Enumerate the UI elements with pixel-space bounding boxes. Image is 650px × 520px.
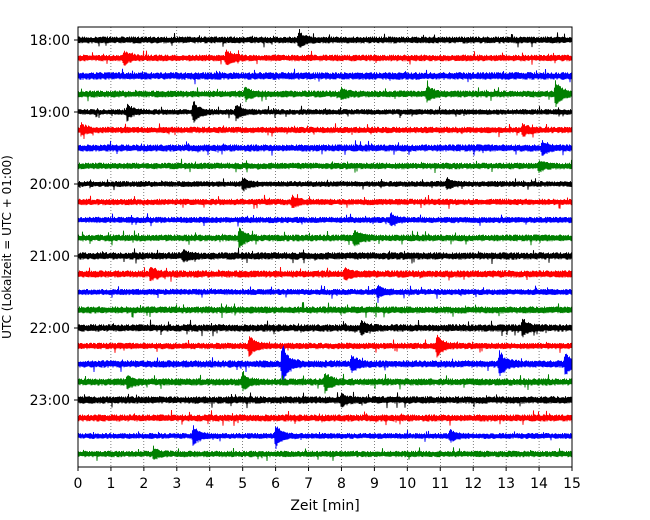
trace-1915 <box>77 122 573 139</box>
y-axis-ticks: 18:00 19:00 20:00 21:00 22:00 23:00 <box>30 33 78 409</box>
x-tick-label: 10 <box>398 476 416 492</box>
x-tick-label: 3 <box>172 476 181 492</box>
y-tick-label: 22:00 <box>30 321 70 337</box>
trace-2330 <box>77 425 573 450</box>
trace-2030 <box>77 212 573 227</box>
x-tick-label: 11 <box>431 476 449 492</box>
trace-1800 <box>77 29 573 48</box>
trace-2315 <box>77 410 573 426</box>
trace-2300 <box>77 391 573 409</box>
trace-2245 <box>77 371 573 394</box>
trace-2015 <box>77 194 573 209</box>
x-tick-label: 8 <box>337 476 346 492</box>
x-tick-label: 13 <box>497 476 515 492</box>
seismic-traces <box>77 29 573 461</box>
y-tick-label: 20:00 <box>30 177 70 193</box>
x-tick-label: 1 <box>106 476 115 492</box>
x-tick-label: 6 <box>271 476 280 492</box>
trace-2345 <box>77 445 573 461</box>
y-tick-label: 23:00 <box>30 393 70 409</box>
trace-2145 <box>77 302 573 318</box>
x-tick-label: 5 <box>238 476 247 492</box>
trace-2045 <box>77 227 573 248</box>
trace-2130 <box>77 284 573 303</box>
x-tick-label: 12 <box>464 476 482 492</box>
trace-2000 <box>77 177 573 192</box>
trace-1945 <box>77 158 573 174</box>
trace-1845 <box>77 80 573 108</box>
y-axis-label: UTC (Lokalzeit = UTC + 01:00) <box>0 155 14 339</box>
x-tick-label: 7 <box>304 476 313 492</box>
trace-2115 <box>77 267 573 282</box>
trace-1930 <box>77 140 573 156</box>
x-tick-label: 15 <box>563 476 581 492</box>
x-tick-label: 0 <box>74 476 83 492</box>
trace-1900 <box>77 101 573 123</box>
y-tick-label: 19:00 <box>30 105 70 121</box>
trace-1815 <box>77 49 573 66</box>
x-axis-label: Zeit [min] <box>290 498 359 514</box>
trace-2230 <box>77 345 573 383</box>
trace-2215 <box>77 334 573 358</box>
trace-2100 <box>77 247 573 265</box>
x-tick-label: 9 <box>370 476 379 492</box>
trace-1830 <box>77 68 573 85</box>
x-tick-label: 2 <box>139 476 148 492</box>
x-axis-ticks: 0 1 2 3 4 5 6 7 8 9 10 11 12 13 14 15 <box>74 467 581 492</box>
x-tick-label: 4 <box>205 476 214 492</box>
x-tick-label: 14 <box>530 476 548 492</box>
trace-2200 <box>77 318 573 338</box>
plot-frame <box>77 26 573 468</box>
y-tick-label: 18:00 <box>30 33 70 49</box>
y-tick-label: 21:00 <box>30 249 70 265</box>
